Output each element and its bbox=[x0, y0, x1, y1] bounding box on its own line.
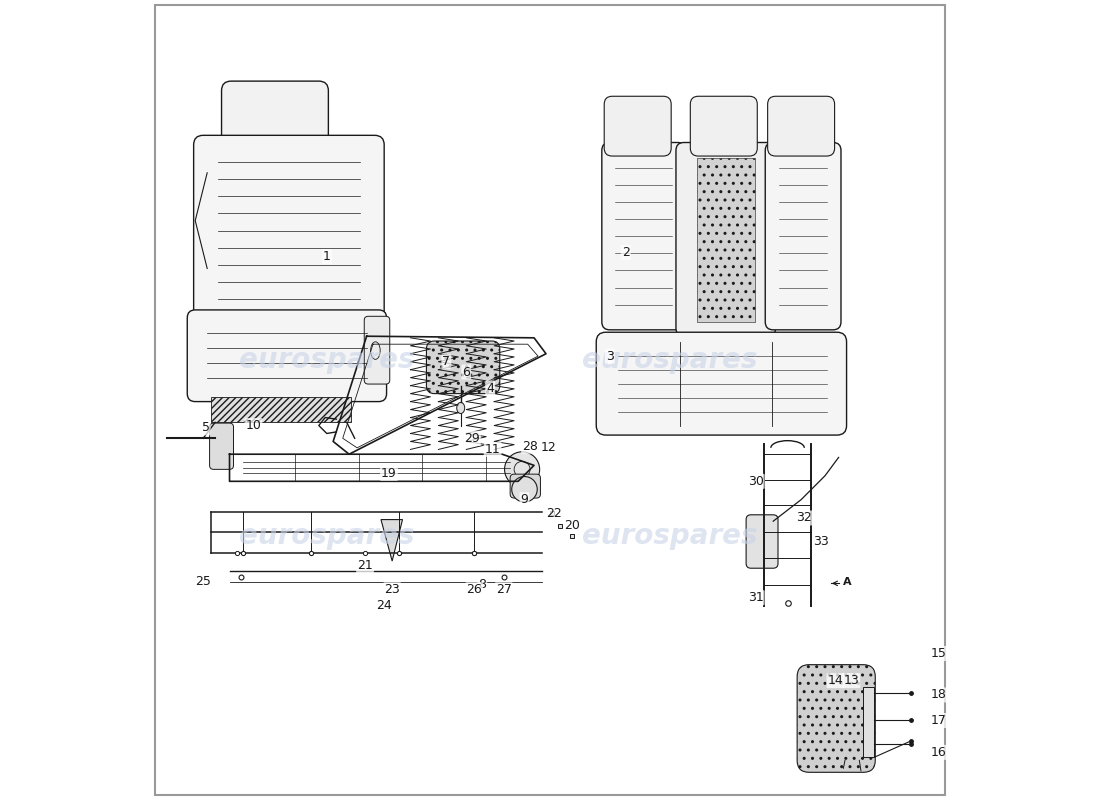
FancyBboxPatch shape bbox=[364, 316, 389, 384]
Bar bbox=[864, 687, 874, 757]
Text: 25: 25 bbox=[196, 575, 211, 588]
Text: 28: 28 bbox=[522, 440, 538, 453]
Circle shape bbox=[512, 477, 537, 502]
FancyBboxPatch shape bbox=[768, 96, 835, 156]
FancyBboxPatch shape bbox=[187, 310, 386, 402]
Text: 5: 5 bbox=[201, 422, 210, 434]
Text: 18: 18 bbox=[931, 689, 947, 702]
Text: eurospares: eurospares bbox=[239, 346, 415, 374]
FancyBboxPatch shape bbox=[427, 341, 499, 394]
Bar bbox=[697, 158, 755, 322]
Text: 7: 7 bbox=[442, 355, 450, 368]
Polygon shape bbox=[381, 519, 403, 561]
Text: 17: 17 bbox=[931, 714, 947, 727]
Text: 20: 20 bbox=[564, 519, 581, 533]
Text: eurospares: eurospares bbox=[582, 522, 757, 550]
Text: 22: 22 bbox=[546, 506, 562, 520]
FancyBboxPatch shape bbox=[221, 81, 329, 154]
Text: A: A bbox=[844, 577, 852, 587]
Text: 15: 15 bbox=[931, 647, 947, 660]
Text: 33: 33 bbox=[813, 535, 829, 549]
Text: 31: 31 bbox=[748, 591, 763, 604]
FancyBboxPatch shape bbox=[746, 515, 778, 568]
Text: 13: 13 bbox=[844, 674, 859, 687]
Text: eurospares: eurospares bbox=[239, 522, 415, 550]
Circle shape bbox=[505, 452, 540, 487]
FancyBboxPatch shape bbox=[676, 142, 776, 336]
FancyBboxPatch shape bbox=[194, 135, 384, 326]
Text: 12: 12 bbox=[540, 442, 557, 454]
Text: 29: 29 bbox=[464, 432, 480, 445]
FancyBboxPatch shape bbox=[510, 474, 540, 498]
Text: 30: 30 bbox=[748, 475, 763, 488]
Text: 9: 9 bbox=[520, 493, 528, 506]
FancyBboxPatch shape bbox=[798, 665, 876, 772]
Text: 32: 32 bbox=[795, 511, 812, 525]
Text: 10: 10 bbox=[245, 419, 262, 432]
Text: 6: 6 bbox=[462, 366, 470, 378]
Text: 19: 19 bbox=[381, 467, 397, 480]
FancyBboxPatch shape bbox=[604, 96, 671, 156]
Text: 8: 8 bbox=[478, 578, 486, 591]
Text: 21: 21 bbox=[358, 559, 373, 572]
Text: 3: 3 bbox=[606, 350, 614, 362]
Text: eurospares: eurospares bbox=[582, 346, 757, 374]
Text: 16: 16 bbox=[932, 746, 947, 759]
Bar bbox=[211, 397, 351, 422]
FancyBboxPatch shape bbox=[691, 96, 757, 156]
FancyBboxPatch shape bbox=[210, 423, 233, 470]
Text: 24: 24 bbox=[376, 599, 392, 612]
Text: 27: 27 bbox=[496, 583, 512, 596]
FancyBboxPatch shape bbox=[596, 332, 847, 435]
Text: 11: 11 bbox=[485, 443, 501, 456]
Text: 1: 1 bbox=[322, 250, 331, 263]
Text: 4: 4 bbox=[486, 382, 494, 394]
Text: 14: 14 bbox=[827, 674, 844, 687]
FancyBboxPatch shape bbox=[766, 142, 842, 330]
Text: 23: 23 bbox=[384, 583, 400, 596]
Ellipse shape bbox=[456, 402, 464, 414]
Text: 26: 26 bbox=[466, 583, 482, 596]
Text: 2: 2 bbox=[621, 246, 629, 259]
FancyBboxPatch shape bbox=[602, 142, 685, 330]
